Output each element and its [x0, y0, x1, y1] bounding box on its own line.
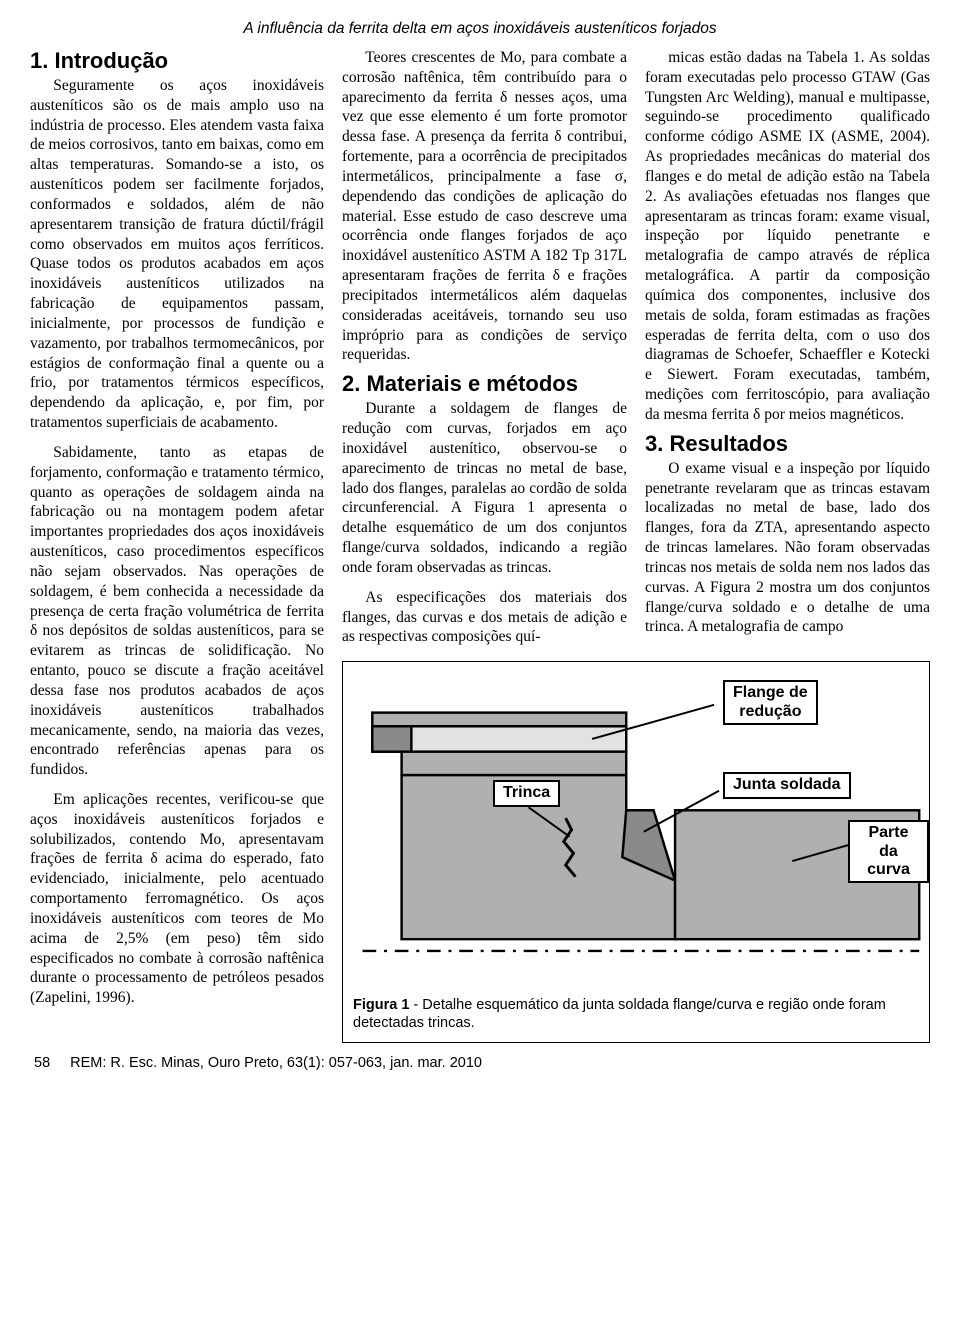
column-3: micas estão dadas na Tabela 1. As soldas… — [645, 48, 930, 647]
figure-1-caption: Figura 1 - Detalhe esquemático da junta … — [343, 990, 929, 1042]
running-title: A influência da ferrita delta em aços in… — [30, 20, 930, 38]
section-3-heading: 3. Resultados — [645, 431, 930, 457]
col3-p1: micas estão dadas na Tabela 1. As soldas… — [645, 48, 930, 425]
figure-1: Flange deredução Trinca Junta soldada Pa… — [342, 661, 930, 1043]
section-1-heading: 1. Introdução — [30, 48, 324, 74]
col1-p2: Sabidamente, tanto as etapas de forjamen… — [30, 443, 324, 780]
page-number: 58 — [34, 1055, 50, 1071]
col2-p1: Teores crescentes de Mo, para combate a … — [342, 48, 627, 365]
col2-p2: Durante a soldagem de flanges de redução… — [342, 399, 627, 577]
footer-citation: REM: R. Esc. Minas, Ouro Preto, 63(1): 0… — [70, 1055, 482, 1071]
col3-p2: O exame visual e a inspeção por líquido … — [645, 459, 930, 637]
figure-1-diagram: Flange deredução Trinca Junta soldada Pa… — [343, 662, 929, 982]
page-footer: 58 REM: R. Esc. Minas, Ouro Preto, 63(1)… — [30, 1055, 930, 1071]
column-1: 1. Introdução Seguramente os aços inoxid… — [30, 48, 324, 1043]
figure-1-label-trinca: Trinca — [493, 780, 560, 806]
figure-1-caption-text: - Detalhe esquemático da junta soldada f… — [353, 997, 886, 1031]
col2-p3: As especificações dos materiais dos flan… — [342, 588, 627, 647]
col1-p1: Seguramente os aços inoxidáveis austenít… — [30, 76, 324, 433]
figure-1-label-flange: Flange deredução — [723, 680, 818, 725]
section-2-heading: 2. Materiais e métodos — [342, 371, 627, 397]
column-2: Teores crescentes de Mo, para combate a … — [342, 48, 627, 647]
figure-1-label-junta: Junta soldada — [723, 772, 851, 798]
figure-1-label-parte: Parte dacurva — [848, 820, 929, 883]
figure-1-caption-label: Figura 1 — [353, 997, 409, 1013]
col1-p3: Em aplicações recentes, verificou-se que… — [30, 790, 324, 1008]
